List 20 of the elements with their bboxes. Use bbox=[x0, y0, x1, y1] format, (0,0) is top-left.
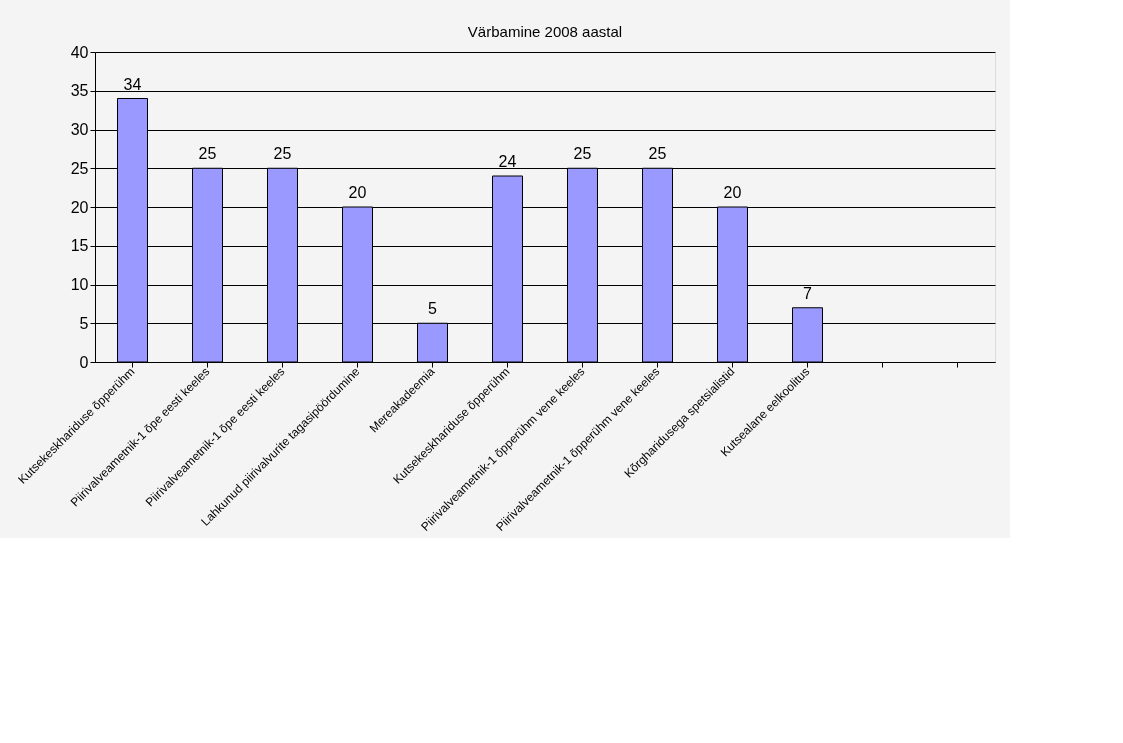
data-label: 25 bbox=[198, 145, 217, 163]
y-tick-label: 15 bbox=[70, 237, 89, 255]
data-label: 34 bbox=[123, 75, 142, 93]
data-label: 5 bbox=[428, 300, 438, 318]
y-tick-label: 20 bbox=[70, 198, 89, 216]
y-tick-label: 10 bbox=[70, 276, 89, 293]
data-label: 20 bbox=[723, 184, 742, 201]
data-label: 25 bbox=[273, 145, 292, 163]
y-tick-label: 35 bbox=[70, 82, 89, 100]
y-tick-label: 40 bbox=[70, 43, 89, 61]
y-tick-label: 0 bbox=[79, 353, 89, 371]
y-tick-label: 5 bbox=[79, 314, 89, 332]
data-label: 24 bbox=[498, 153, 517, 170]
data-label: 20 bbox=[348, 184, 367, 201]
chart-title: Värbamine 2008 aastal bbox=[467, 23, 623, 40]
data-label: 25 bbox=[573, 145, 592, 163]
y-tick-label: 25 bbox=[70, 159, 89, 177]
data-label: 25 bbox=[648, 145, 667, 163]
data-label: 7 bbox=[803, 284, 813, 302]
y-tick-label: 30 bbox=[70, 121, 89, 138]
